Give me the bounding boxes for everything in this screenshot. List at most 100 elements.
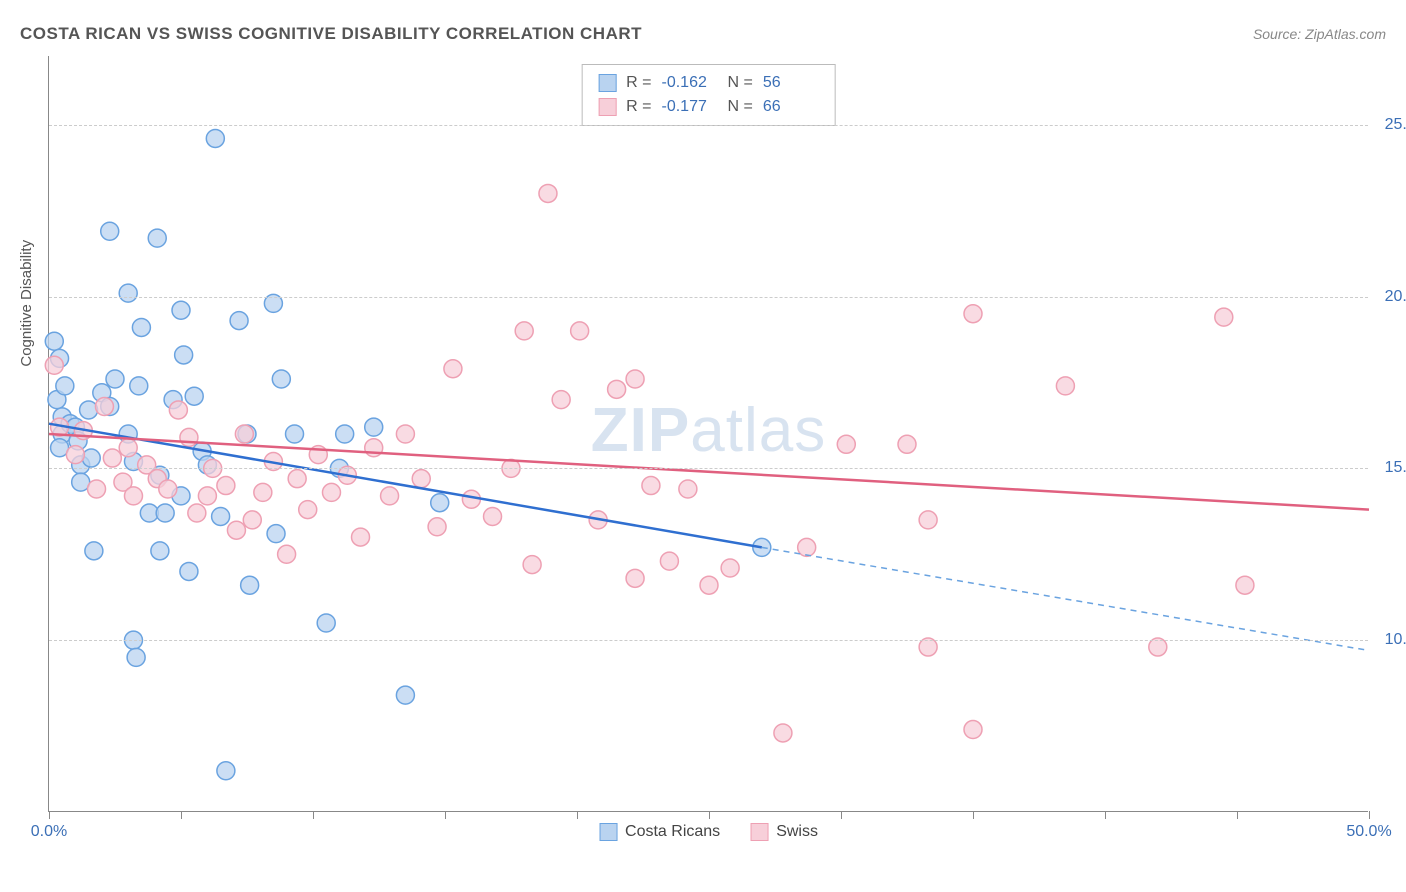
data-point (172, 301, 190, 319)
data-point (381, 487, 399, 505)
data-point (317, 614, 335, 632)
data-point (132, 318, 150, 336)
x-tick (445, 811, 446, 819)
data-point (1056, 377, 1074, 395)
data-point (198, 487, 216, 505)
y-tick-label: 15.0% (1385, 459, 1406, 477)
data-point (721, 559, 739, 577)
grid-line (49, 125, 1368, 126)
data-point (185, 387, 203, 405)
source-label: Source: (1253, 26, 1301, 42)
r-label: R = (626, 71, 651, 95)
data-point (66, 446, 84, 464)
data-point (396, 686, 414, 704)
data-point (119, 439, 137, 457)
data-point (217, 762, 235, 780)
r-value-costa-rican: -0.162 (662, 71, 718, 95)
data-point (227, 521, 245, 539)
data-point (230, 312, 248, 330)
x-tick (841, 811, 842, 819)
data-point (539, 184, 557, 202)
data-point (286, 425, 304, 443)
data-point (169, 401, 187, 419)
grid-line (49, 297, 1368, 298)
data-point (679, 480, 697, 498)
swatch-costa-rican (598, 74, 616, 92)
data-point (660, 552, 678, 570)
data-point (151, 542, 169, 560)
data-point (254, 483, 272, 501)
y-tick-label: 25.0% (1385, 116, 1406, 134)
data-point (444, 360, 462, 378)
x-tick (973, 811, 974, 819)
legend-row-swiss: R = -0.177 N = 66 (598, 95, 819, 119)
data-point (484, 507, 502, 525)
data-point (798, 538, 816, 556)
legend-series: Costa Ricans Swiss (599, 823, 818, 841)
x-tick (49, 811, 50, 819)
data-point (56, 377, 74, 395)
data-point (412, 470, 430, 488)
n-label: N = (728, 71, 753, 95)
x-tick (1369, 811, 1370, 819)
plot-area: ZIPatlas R = -0.162 N = 56 R = -0.177 N … (48, 56, 1368, 812)
data-point (127, 648, 145, 666)
data-point (299, 501, 317, 519)
data-point (212, 507, 230, 525)
series-label-swiss: Swiss (776, 823, 818, 841)
data-point (88, 480, 106, 498)
data-point (148, 229, 166, 247)
data-point (106, 370, 124, 388)
x-tick (181, 811, 182, 819)
chart-title: COSTA RICAN VS SWISS COGNITIVE DISABILIT… (20, 24, 642, 44)
data-point (288, 470, 306, 488)
data-point (626, 370, 644, 388)
data-point (241, 576, 259, 594)
data-point (396, 425, 414, 443)
legend-item-costa-rican: Costa Ricans (599, 823, 720, 841)
data-point (1215, 308, 1233, 326)
data-point (837, 435, 855, 453)
data-point (626, 569, 644, 587)
grid-line (49, 468, 1368, 469)
data-point (428, 518, 446, 536)
data-point (156, 504, 174, 522)
series-label-costa-rican: Costa Ricans (625, 823, 720, 841)
data-point (101, 222, 119, 240)
regression-extension (762, 547, 1369, 650)
r-label: R = (626, 95, 651, 119)
data-point (774, 724, 792, 742)
x-tick (577, 811, 578, 819)
swatch-costa-rican (599, 823, 617, 841)
data-point (80, 401, 98, 419)
data-point (336, 425, 354, 443)
data-point (642, 477, 660, 495)
data-point (45, 356, 63, 374)
x-tick (709, 811, 710, 819)
data-point (82, 449, 100, 467)
swatch-swiss (750, 823, 768, 841)
data-point (552, 391, 570, 409)
data-point (45, 332, 63, 350)
data-point (919, 511, 937, 529)
data-point (431, 494, 449, 512)
x-tick-label: 50.0% (1346, 823, 1391, 841)
data-point (267, 525, 285, 543)
data-point (159, 480, 177, 498)
data-point (180, 428, 198, 446)
x-tick-label: 0.0% (31, 823, 67, 841)
swatch-swiss (598, 98, 616, 116)
legend-correlation: R = -0.162 N = 56 R = -0.177 N = 66 (581, 64, 836, 126)
data-point (124, 487, 142, 505)
data-point (235, 425, 253, 443)
data-point (272, 370, 290, 388)
data-point (243, 511, 261, 529)
n-value-swiss: 66 (763, 95, 819, 119)
data-point (278, 545, 296, 563)
source-attribution: Source: ZipAtlas.com (1253, 26, 1386, 42)
x-tick (313, 811, 314, 819)
data-point (85, 542, 103, 560)
data-point (95, 398, 113, 416)
grid-line (49, 640, 1368, 641)
x-tick (1237, 811, 1238, 819)
